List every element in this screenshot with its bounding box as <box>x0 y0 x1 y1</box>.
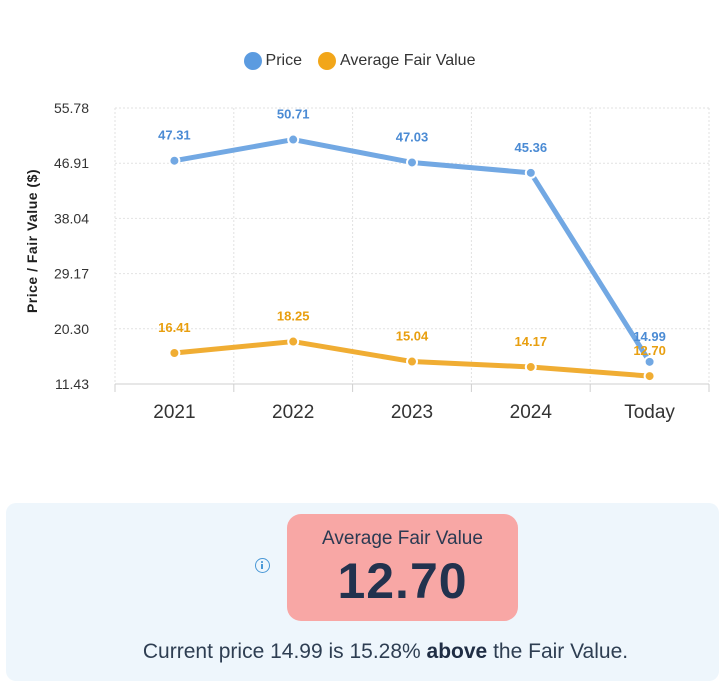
x-tick-label: 2022 <box>272 402 314 423</box>
legend-item-fair-value[interactable]: Average Fair Value <box>317 52 476 70</box>
data-point-price <box>524 166 537 179</box>
data-label-price: 14.99 <box>633 329 666 344</box>
y-tick-label: 29.17 <box>54 266 89 282</box>
legend-item-price[interactable]: Price <box>243 52 302 70</box>
data-point-fair-value <box>168 347 181 360</box>
data-label-price: 47.31 <box>158 128 191 143</box>
data-point-price <box>287 133 300 146</box>
chart-plot: 55.78 46.91 38.04 29.17 20.30 11.43 2021 2022 20… <box>54 100 710 423</box>
data-point-price <box>406 156 418 169</box>
data-point-price <box>643 355 656 368</box>
data-label-fair-value: 16.41 <box>158 320 191 335</box>
x-tick-label: 2023 <box>391 402 433 423</box>
x-tick-label: 2021 <box>153 402 195 423</box>
legend-price-label: Price <box>265 52 302 69</box>
y-tick-label: 46.91 <box>54 155 89 171</box>
summary-bold: above <box>426 640 488 663</box>
data-point-fair-value <box>524 360 537 373</box>
y-tick-label: 38.04 <box>54 210 89 226</box>
summary-text: Current price 14.99 is 15.28% above the … <box>0 640 719 664</box>
data-label-price: 45.36 <box>515 140 548 155</box>
data-label-fair-value: 14.17 <box>515 334 548 349</box>
x-tick-label: 2024 <box>510 402 553 423</box>
summary-post: the Fair Value. <box>487 640 629 663</box>
y-tick-label: 55.78 <box>54 100 89 116</box>
data-label-fair-value: 18.25 <box>277 309 310 324</box>
data-label-fair-value: 12.70 <box>633 343 666 358</box>
data-point-price <box>168 154 181 167</box>
fair-value-box: Average Fair Value 12.70 <box>287 514 518 621</box>
data-point-fair-value <box>287 335 300 348</box>
data-point-fair-value <box>643 370 656 383</box>
data-label-price: 47.03 <box>396 129 429 144</box>
legend-fair-value-label: Average Fair Value <box>339 52 476 69</box>
legend-price-dot <box>243 52 262 70</box>
chart-legend: Price Average Fair Value <box>0 52 719 70</box>
y-tick-label: 20.30 <box>54 321 89 337</box>
x-tick-label: Today <box>624 402 675 423</box>
y-tick-label: 11.43 <box>55 376 89 392</box>
summary-pre: Current price 14.99 is 15.28% <box>142 640 427 663</box>
fair-value-amount: 12.70 <box>337 553 468 609</box>
data-label-fair-value: 15.04 <box>396 329 429 344</box>
chart: Price Average Fair Value Price / Fair Va… <box>0 52 719 423</box>
data-point-fair-value <box>406 355 418 368</box>
legend-fair-value-dot <box>317 52 336 70</box>
data-label-price: 50.71 <box>277 107 310 122</box>
info-icon[interactable] <box>255 558 270 573</box>
fair-value-title: Average Fair Value <box>322 528 483 549</box>
